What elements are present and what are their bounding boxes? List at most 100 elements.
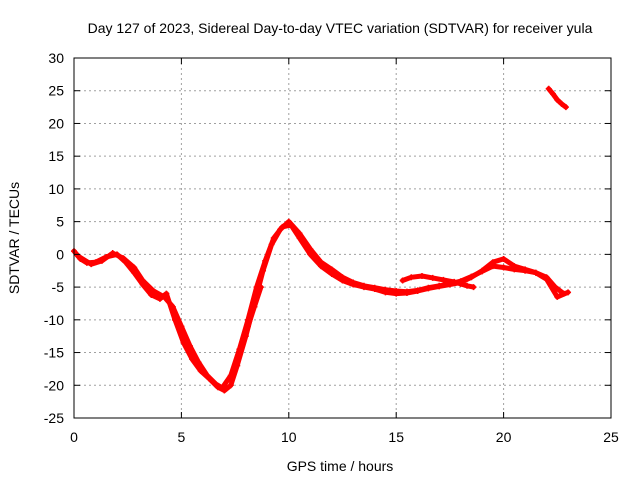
data-point (489, 259, 496, 266)
x-tick-label: 0 (70, 429, 78, 445)
data-point (371, 286, 378, 293)
data-point (532, 269, 539, 276)
data-point (109, 250, 116, 257)
data-point (227, 382, 234, 389)
y-tick-label: -25 (44, 410, 64, 426)
data-point (500, 264, 507, 271)
data-point (382, 289, 389, 296)
y-tick-label: 15 (48, 148, 64, 164)
data-point (558, 100, 565, 107)
y-tick-label: -20 (44, 377, 64, 393)
data-point (180, 339, 187, 346)
data-point (479, 267, 486, 274)
grid (74, 58, 611, 418)
data-layer (71, 85, 572, 394)
data-point (440, 276, 447, 283)
data-point (262, 257, 269, 264)
data-point (500, 255, 507, 262)
data-point (457, 280, 464, 287)
data-point (429, 274, 436, 281)
data-point (287, 221, 294, 228)
data-point (244, 323, 251, 330)
data-point (339, 277, 346, 284)
data-point (451, 278, 458, 285)
data-point (296, 235, 303, 241)
data-point (279, 223, 286, 230)
data-point (414, 288, 421, 295)
data-point (468, 274, 475, 281)
data-point (403, 289, 410, 296)
data-point (565, 289, 572, 296)
data-point (120, 255, 127, 262)
data-point (161, 293, 168, 300)
data-point (436, 283, 443, 290)
series-track-b (75, 221, 572, 391)
data-point (195, 359, 202, 366)
data-point (350, 281, 357, 288)
data-point (554, 96, 561, 103)
data-point (251, 303, 258, 310)
data-point (307, 251, 314, 258)
data-point (554, 293, 561, 300)
data-point (360, 284, 367, 291)
data-point (522, 266, 529, 273)
data-point (318, 263, 325, 270)
data-point (150, 288, 157, 295)
x-tick-label: 5 (178, 429, 186, 445)
series-track-a (71, 218, 567, 394)
data-point (464, 282, 471, 289)
data-point (562, 104, 569, 111)
plot-frame (73, 57, 612, 419)
data-point (257, 284, 264, 291)
y-tick-label: 5 (56, 214, 64, 230)
axis-ticks (73, 57, 612, 419)
data-point (470, 284, 477, 291)
data-point (88, 261, 95, 268)
data-point (219, 384, 226, 391)
data-point (148, 291, 155, 298)
y-tick-label: 10 (48, 181, 64, 197)
data-point (550, 91, 557, 97)
y-tick-label: -15 (44, 345, 64, 361)
data-point (545, 85, 552, 92)
y-tick-label: -5 (52, 279, 65, 295)
y-tick-label: -10 (44, 312, 64, 328)
y-tick-label: 25 (48, 83, 64, 99)
data-point (98, 257, 105, 264)
data-point (393, 290, 400, 297)
series-segment-short (244, 284, 264, 330)
data-point (227, 372, 234, 379)
x-tick-label: 10 (281, 429, 297, 445)
x-tick-label: 15 (388, 429, 404, 445)
data-point (270, 235, 277, 241)
x-tick-label: 20 (496, 429, 512, 445)
data-point (399, 277, 406, 284)
series-segment-mid (399, 272, 477, 291)
series-segment-high (545, 85, 569, 111)
data-point (186, 343, 193, 349)
y-axis-label: SDTVAR / TECUs (6, 182, 22, 294)
data-point (212, 380, 219, 387)
data-point (169, 303, 176, 310)
data-point (543, 276, 550, 283)
data-point (131, 264, 138, 271)
data-point (511, 263, 518, 270)
data-point (178, 323, 185, 330)
data-point (418, 272, 425, 279)
data-point (408, 274, 415, 281)
axis-tick-labels: 0 5 10 15 20 25 -25 -20 -15 -10 -5 0 5 10 15 20 25 30 (44, 50, 619, 445)
series-line (71, 219, 567, 393)
chart-title: Day 127 of 2023, Sidereal Day-to-day VTE… (88, 20, 593, 36)
x-axis-label: GPS time / hours (287, 458, 394, 474)
data-point (328, 271, 335, 277)
data-point (425, 285, 432, 292)
x-tick-label: 25 (603, 429, 619, 445)
series-line (75, 222, 571, 391)
y-tick-label: 30 (48, 50, 64, 66)
data-point (236, 346, 243, 353)
y-tick-label: 0 (56, 246, 64, 262)
y-tick-label: 20 (48, 115, 64, 131)
data-point (204, 372, 211, 379)
data-point (139, 277, 146, 284)
